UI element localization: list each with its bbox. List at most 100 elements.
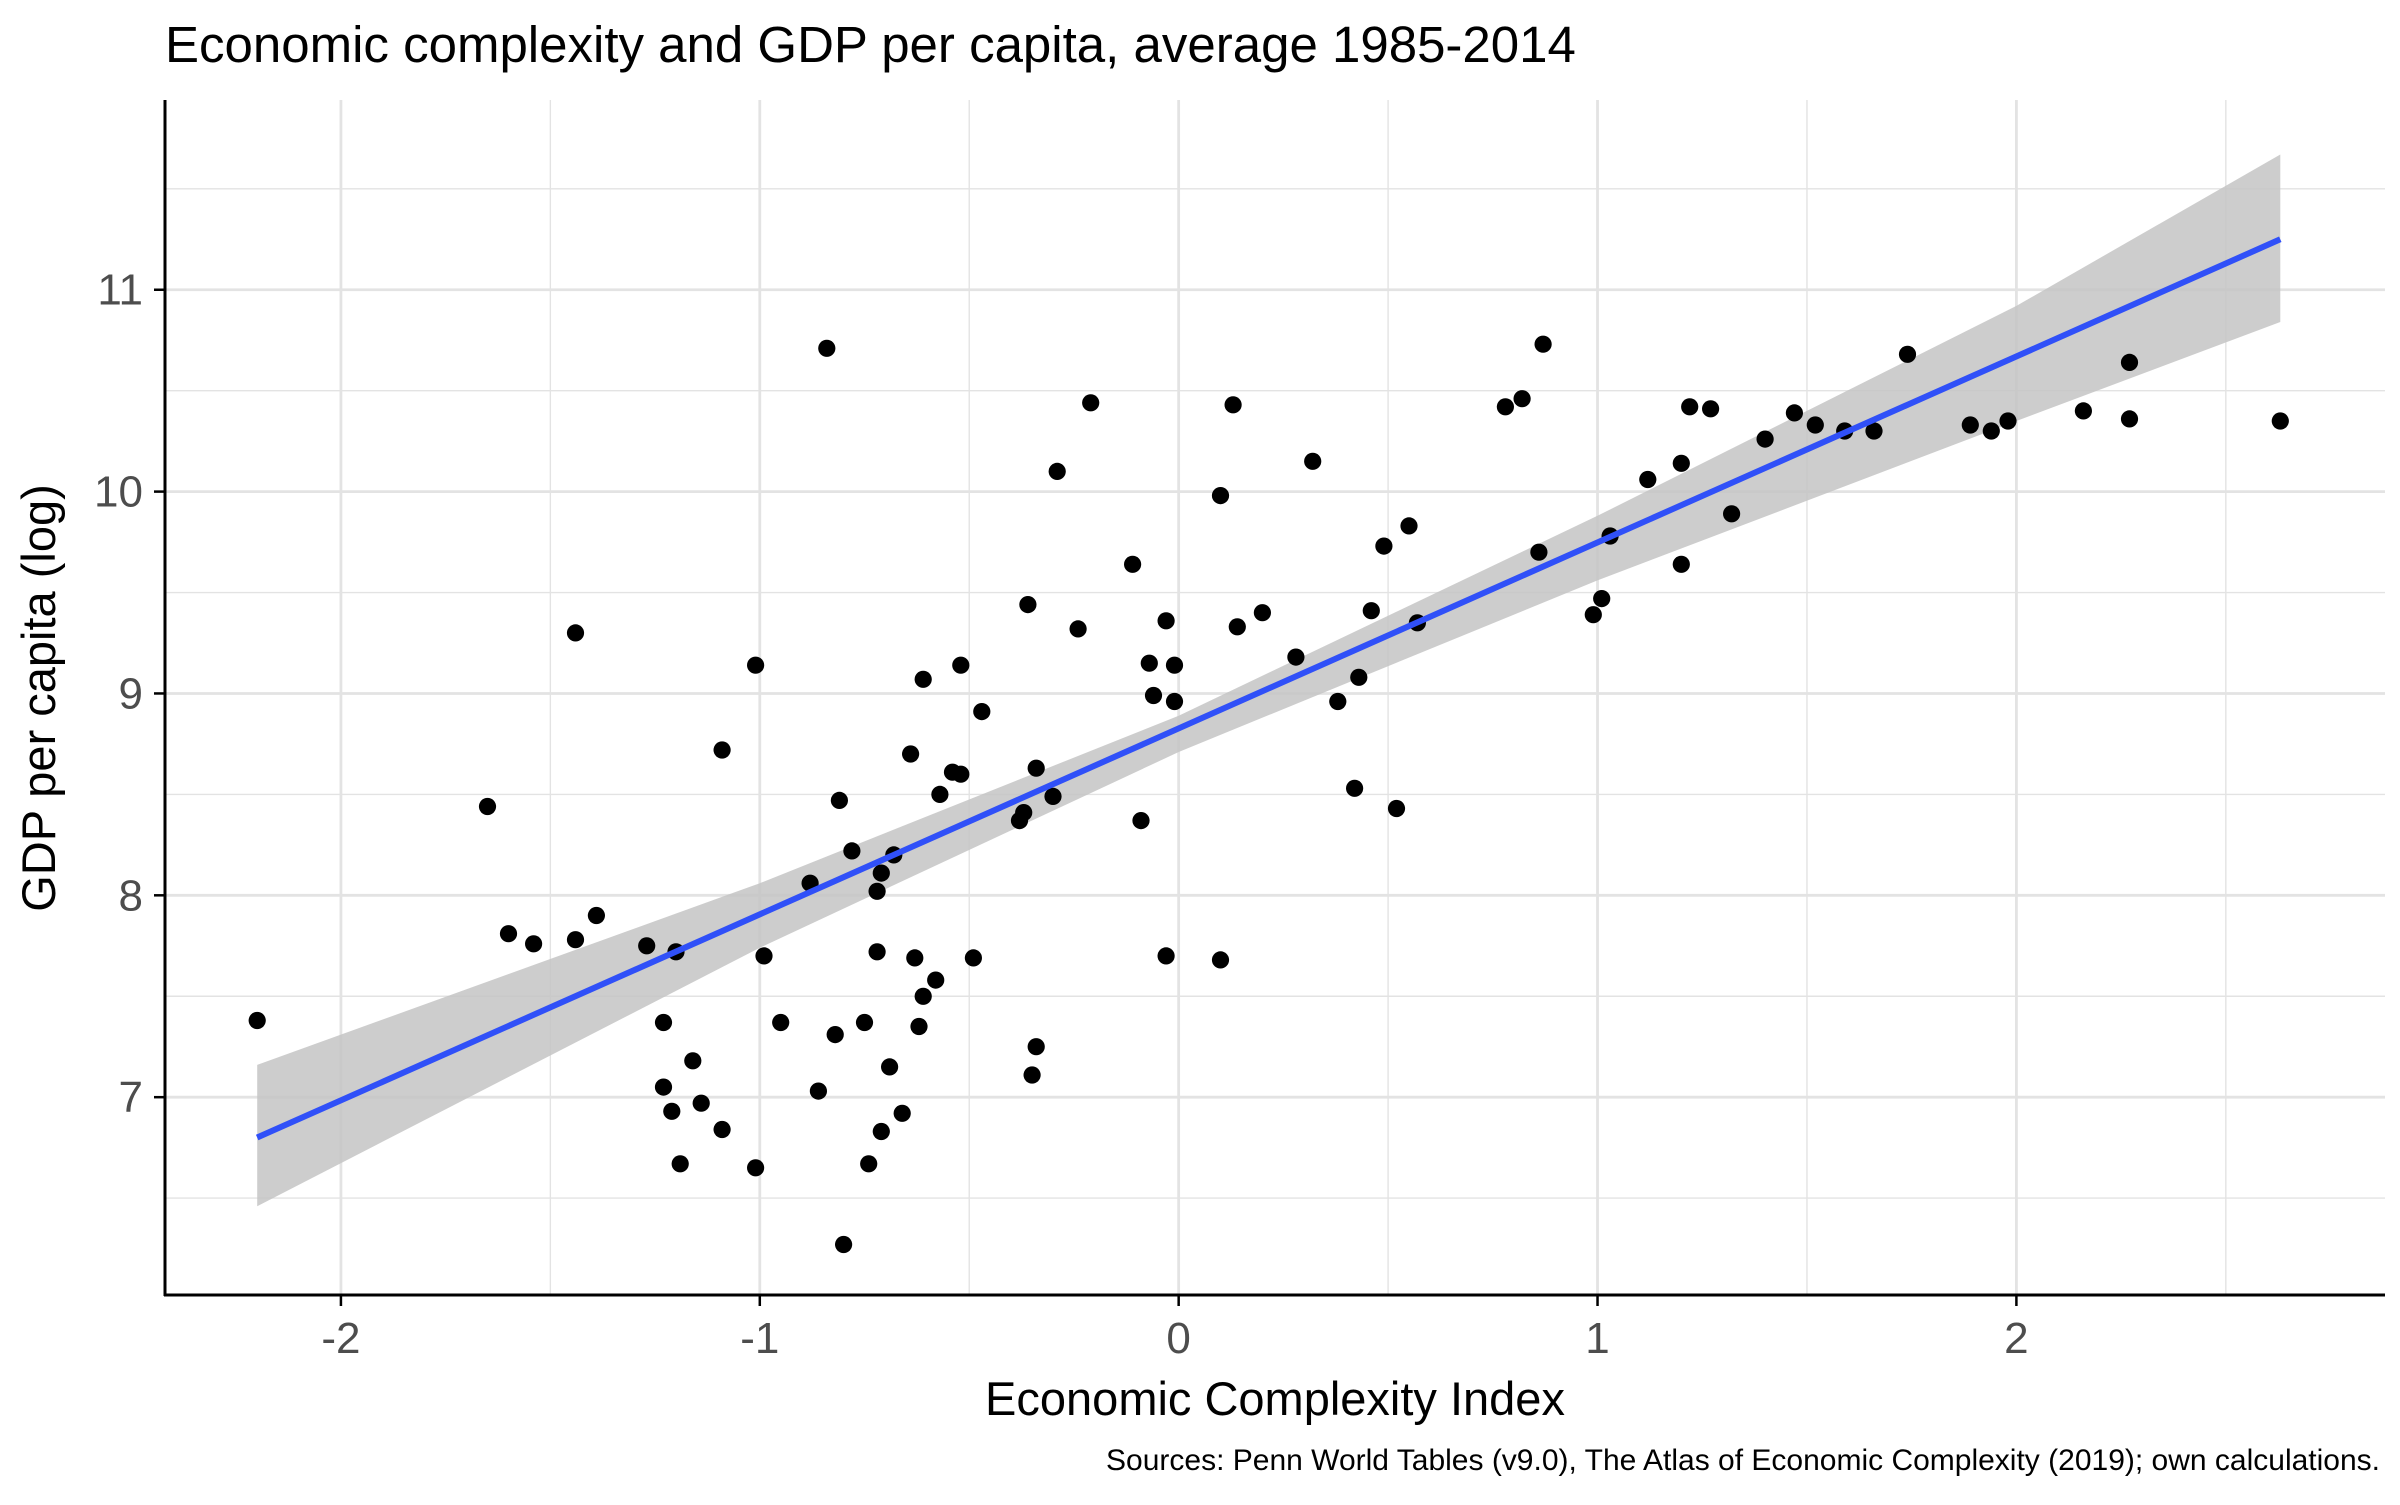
data-point: [872, 864, 890, 882]
data-point: [818, 339, 836, 357]
data-point: [1702, 400, 1720, 418]
y-tick-label: 9: [119, 669, 143, 718]
data-point: [713, 1120, 731, 1139]
y-tick-label: 10: [94, 468, 143, 517]
data-point: [587, 906, 606, 925]
data-point: [747, 1159, 765, 1177]
data-point: [248, 1011, 266, 1030]
data-point: [973, 703, 991, 721]
data-point: [1015, 804, 1033, 822]
data-point: [755, 947, 773, 965]
data-point: [1898, 345, 1917, 363]
x-tick-label: -1: [740, 1314, 779, 1363]
data-point: [1982, 422, 2000, 440]
x-tick-label: 0: [1166, 1314, 1190, 1363]
data-point: [1144, 686, 1163, 705]
confidence-band: [257, 154, 2281, 1207]
data-point: [1584, 606, 1602, 624]
data-point: [1999, 412, 2017, 430]
data-point: [713, 741, 731, 759]
data-point: [881, 1058, 899, 1076]
data-point: [1211, 487, 1230, 505]
data-point: [1723, 505, 1741, 523]
data-point: [1165, 692, 1184, 711]
data-point: [1140, 654, 1158, 672]
data-point: [1304, 452, 1322, 470]
data-point: [671, 1155, 689, 1173]
data-point: [1496, 398, 1514, 416]
data-point: [692, 1094, 710, 1112]
data-point: [843, 842, 861, 860]
data-point: [1253, 604, 1271, 622]
data-point: [1961, 416, 1979, 434]
data-point: [747, 656, 765, 674]
data-point: [638, 937, 656, 955]
data-point: [868, 882, 886, 900]
data-point: [566, 624, 585, 642]
data-point: [1806, 416, 1824, 434]
data-point: [654, 1078, 673, 1096]
data-point: [931, 785, 949, 804]
data-point: [1756, 430, 1774, 448]
x-tick-label: 1: [1585, 1314, 1609, 1363]
data-point: [1672, 454, 1690, 472]
data-point: [1211, 951, 1230, 969]
data-point: [1639, 470, 1657, 489]
y-tick-label: 11: [97, 266, 143, 315]
y-tick-label: 7: [119, 1073, 143, 1122]
data-point: [1157, 947, 1175, 965]
data-point: [1329, 692, 1347, 711]
data-point: [1019, 596, 1037, 614]
data-point: [1513, 390, 1531, 408]
data-point: [1400, 517, 1418, 535]
y-axis-label: GDP per capita (log): [12, 484, 65, 912]
data-point: [1224, 396, 1242, 414]
chart-title: Economic complexity and GDP per capita, …: [165, 16, 1576, 73]
data-point: [1350, 668, 1368, 686]
data-point: [1132, 812, 1150, 830]
data-point: [663, 1102, 681, 1120]
data-point: [1387, 799, 1406, 818]
data-point: [860, 1155, 878, 1173]
data-point: [478, 797, 497, 816]
data-point: [826, 1026, 844, 1044]
data-point: [914, 670, 932, 688]
data-point: [1027, 759, 1045, 777]
data-point: [1593, 590, 1611, 608]
data-point: [1362, 602, 1380, 620]
data-point: [835, 1235, 853, 1254]
data-point: [914, 987, 932, 1005]
source-caption: Sources: Penn World Tables (v9.0), The A…: [1106, 1444, 2380, 1477]
data-point: [902, 745, 920, 763]
data-point: [952, 656, 970, 674]
data-point: [809, 1082, 828, 1100]
data-point: [1375, 537, 1393, 555]
data-point: [1785, 404, 1803, 422]
data-point: [893, 1104, 911, 1122]
data-point: [910, 1017, 928, 1036]
data-point: [499, 925, 518, 943]
confidence-band-area: [257, 154, 2281, 1207]
data-point: [566, 931, 585, 949]
data-point: [1048, 462, 1066, 480]
data-point: [654, 1013, 673, 1032]
data-point: [1534, 335, 1552, 353]
data-point: [1027, 1038, 1045, 1056]
data-point: [772, 1013, 790, 1032]
x-tick-label: -2: [321, 1314, 360, 1363]
data-point: [1672, 555, 1690, 573]
data-point: [2120, 353, 2139, 371]
x-axis-label: Economic Complexity Index: [985, 1372, 1565, 1425]
data-point: [952, 765, 970, 783]
data-points: [248, 335, 2289, 1254]
y-tick-label: 8: [119, 871, 143, 920]
x-tick-label: 2: [2004, 1314, 2028, 1363]
data-point: [927, 971, 945, 989]
data-point: [525, 935, 543, 953]
data-point: [906, 949, 924, 967]
data-point: [1681, 398, 1699, 416]
axis-ticks: -2 -1 0 1 2 7 8 9 10 11: [94, 266, 2029, 1363]
